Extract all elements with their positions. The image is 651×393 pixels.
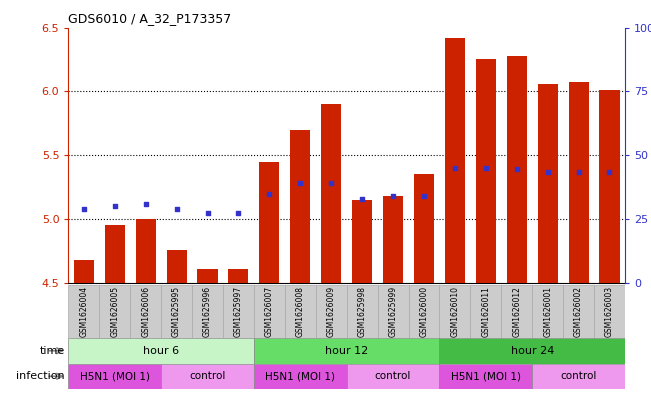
- Point: [109, 203, 120, 209]
- Bar: [352, 200, 372, 283]
- Bar: [161, 285, 192, 338]
- Text: GSM1625999: GSM1625999: [389, 286, 398, 337]
- Bar: [105, 226, 125, 283]
- Point: [450, 165, 460, 171]
- Bar: [346, 364, 439, 389]
- Point: [542, 169, 553, 175]
- Text: GSM1626005: GSM1626005: [110, 286, 119, 337]
- Text: GSM1626012: GSM1626012: [512, 286, 521, 337]
- Bar: [254, 285, 284, 338]
- Text: GSM1626011: GSM1626011: [481, 286, 490, 337]
- Bar: [135, 219, 156, 283]
- Bar: [316, 285, 346, 338]
- Text: hour 6: hour 6: [143, 346, 179, 356]
- Bar: [568, 83, 589, 283]
- Bar: [167, 250, 187, 283]
- Point: [388, 193, 398, 199]
- Bar: [161, 364, 254, 389]
- Bar: [414, 174, 434, 283]
- Text: hour 12: hour 12: [325, 346, 368, 356]
- Text: GSM1626003: GSM1626003: [605, 286, 614, 337]
- Point: [574, 169, 584, 175]
- Bar: [130, 285, 161, 338]
- Point: [141, 200, 151, 207]
- Bar: [600, 90, 620, 283]
- Bar: [532, 285, 563, 338]
- Text: GSM1626004: GSM1626004: [79, 286, 89, 337]
- Point: [295, 180, 305, 186]
- Point: [264, 190, 275, 196]
- Bar: [321, 104, 341, 283]
- Point: [512, 166, 522, 173]
- Text: time: time: [40, 346, 65, 356]
- Bar: [532, 364, 625, 389]
- Text: GSM1626001: GSM1626001: [543, 286, 552, 337]
- Bar: [259, 162, 279, 283]
- Text: GSM1626007: GSM1626007: [265, 286, 274, 337]
- Point: [202, 209, 213, 216]
- Bar: [192, 285, 223, 338]
- Bar: [346, 285, 378, 338]
- Bar: [378, 285, 409, 338]
- Bar: [563, 285, 594, 338]
- Bar: [439, 285, 470, 338]
- Point: [480, 165, 491, 171]
- Point: [604, 169, 615, 175]
- Point: [171, 206, 182, 212]
- Text: GSM1626008: GSM1626008: [296, 286, 305, 337]
- Bar: [284, 285, 316, 338]
- Text: H5N1 (MOI 1): H5N1 (MOI 1): [79, 371, 150, 381]
- Text: GDS6010 / A_32_P173357: GDS6010 / A_32_P173357: [68, 12, 232, 25]
- Bar: [506, 55, 527, 283]
- Bar: [68, 285, 99, 338]
- Bar: [594, 285, 625, 338]
- Text: GSM1625998: GSM1625998: [357, 286, 367, 337]
- Text: GSM1626002: GSM1626002: [574, 286, 583, 337]
- Bar: [409, 285, 439, 338]
- Text: H5N1 (MOI 1): H5N1 (MOI 1): [450, 371, 521, 381]
- Text: control: control: [375, 371, 411, 381]
- Bar: [99, 285, 130, 338]
- Text: control: control: [189, 371, 226, 381]
- Point: [419, 193, 429, 199]
- Bar: [254, 364, 346, 389]
- Bar: [470, 285, 501, 338]
- Point: [233, 209, 243, 216]
- Text: GSM1626009: GSM1626009: [327, 286, 336, 337]
- Text: control: control: [561, 371, 597, 381]
- Bar: [445, 38, 465, 283]
- Bar: [197, 269, 217, 283]
- Bar: [229, 269, 249, 283]
- Point: [326, 180, 337, 186]
- Bar: [68, 364, 161, 389]
- Bar: [439, 364, 532, 389]
- Bar: [223, 285, 254, 338]
- Text: GSM1625997: GSM1625997: [234, 286, 243, 337]
- Text: GSM1626010: GSM1626010: [450, 286, 460, 337]
- Text: hour 24: hour 24: [510, 346, 554, 356]
- Bar: [68, 338, 254, 364]
- Bar: [74, 260, 94, 283]
- Point: [357, 195, 367, 202]
- Text: GSM1625995: GSM1625995: [172, 286, 181, 337]
- Bar: [254, 338, 439, 364]
- Text: GSM1625996: GSM1625996: [203, 286, 212, 337]
- Text: GSM1626006: GSM1626006: [141, 286, 150, 337]
- Point: [79, 206, 89, 212]
- Bar: [290, 130, 311, 283]
- Bar: [439, 338, 625, 364]
- Text: GSM1626000: GSM1626000: [419, 286, 428, 337]
- Bar: [538, 84, 558, 283]
- Text: infection: infection: [16, 371, 65, 381]
- Bar: [501, 285, 532, 338]
- Bar: [476, 59, 496, 283]
- Text: H5N1 (MOI 1): H5N1 (MOI 1): [265, 371, 335, 381]
- Bar: [383, 196, 403, 283]
